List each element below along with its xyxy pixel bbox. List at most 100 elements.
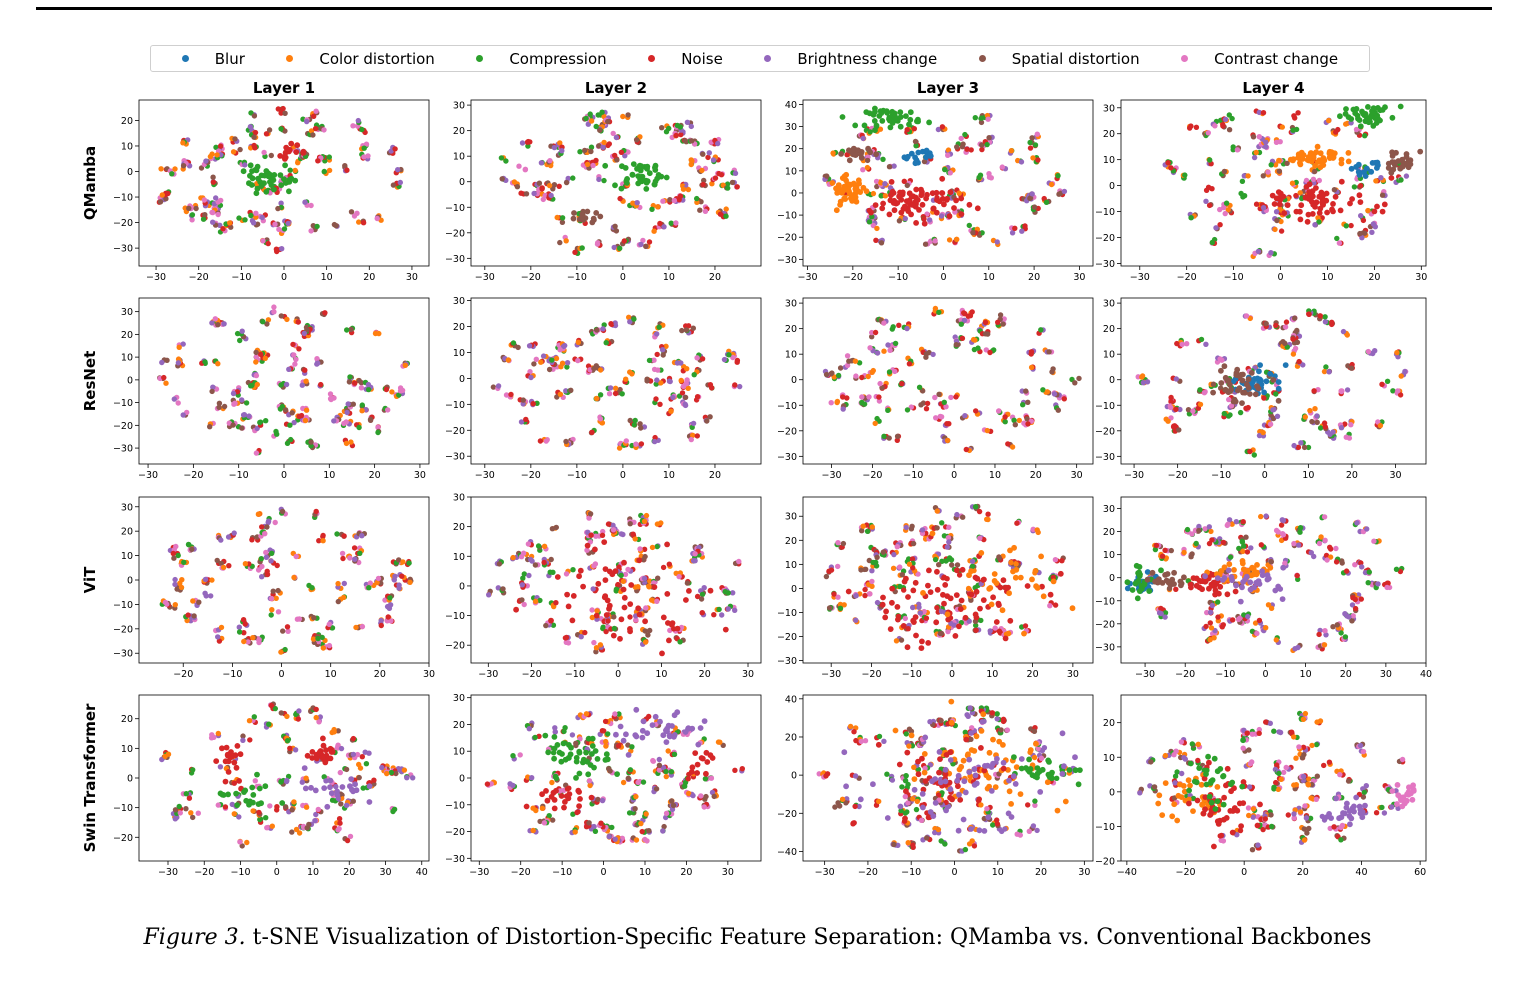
data-point [1221, 363, 1228, 370]
data-point [1362, 133, 1368, 139]
data-point [864, 528, 871, 534]
data-point [1245, 173, 1251, 179]
data-point [1072, 380, 1078, 386]
data-point [1330, 201, 1336, 207]
data-point [638, 441, 645, 447]
legend-item: Blur [181, 50, 245, 68]
data-point [1005, 630, 1012, 637]
data-point [948, 394, 954, 401]
x-tick-label: −30 [798, 272, 818, 283]
data-point [706, 150, 712, 156]
y-tick-label: −30 [113, 244, 133, 255]
y-tick-label: −10 [777, 211, 797, 222]
data-point [877, 380, 883, 387]
data-point [894, 433, 901, 439]
data-point [984, 516, 990, 522]
data-point [882, 181, 888, 187]
data-point [910, 540, 917, 547]
data-point [315, 635, 321, 642]
data-point [1310, 176, 1317, 182]
data-point [946, 237, 953, 243]
data-point [654, 521, 661, 527]
data-point [930, 205, 937, 212]
y-tick-label: 20 [453, 322, 465, 333]
data-point [986, 135, 992, 141]
data-point [654, 543, 660, 550]
y-tick-label: 20 [785, 324, 797, 335]
data-point [360, 220, 367, 226]
data-point [587, 511, 594, 517]
data-point [887, 626, 894, 632]
x-tick-label: −10 [903, 470, 923, 481]
data-point [828, 400, 834, 406]
data-point [852, 358, 859, 364]
data-point [732, 382, 738, 388]
data-point [547, 158, 553, 164]
data-point [602, 566, 609, 572]
y-tick-label: 10 [785, 166, 797, 177]
data-point [523, 416, 529, 423]
y-tick-label: 0 [791, 188, 797, 199]
data-point [637, 546, 643, 552]
data-point [1312, 203, 1318, 210]
data-point [910, 617, 917, 624]
legend-label: Color distortion [319, 49, 435, 68]
data-point [1260, 205, 1267, 211]
data-point [359, 402, 365, 408]
data-point [904, 644, 911, 651]
data-point [190, 598, 196, 604]
data-point [1327, 544, 1333, 550]
data-point [726, 352, 732, 358]
data-point [926, 119, 932, 126]
data-point [1337, 113, 1343, 120]
data-point [878, 110, 885, 116]
x-tick-label: −20 [189, 272, 209, 283]
data-point [278, 182, 285, 189]
data-point [326, 621, 332, 627]
data-point [603, 612, 610, 618]
data-point [712, 175, 719, 181]
data-point [858, 151, 864, 158]
data-point [551, 144, 558, 151]
data-point [891, 163, 897, 169]
data-point [857, 189, 864, 196]
data-point [957, 606, 964, 612]
data-point [872, 420, 878, 427]
data-point [991, 571, 998, 577]
data-point [1360, 217, 1367, 224]
data-point [666, 561, 672, 567]
data-point [1302, 414, 1309, 420]
y-tick-label: 30 [121, 307, 133, 318]
x-tick-label: −30 [822, 470, 842, 481]
data-point [897, 114, 904, 120]
data-point [202, 576, 209, 583]
data-point [333, 223, 339, 229]
data-point [260, 238, 266, 244]
data-point [392, 146, 398, 152]
data-point [1352, 596, 1359, 603]
data-point [288, 175, 295, 182]
data-point [946, 524, 952, 530]
data-point [944, 611, 951, 618]
data-point [347, 374, 353, 380]
data-point [618, 149, 625, 155]
data-point [722, 626, 729, 633]
data-point [648, 597, 655, 603]
y-tick-label: −10 [1095, 207, 1115, 218]
data-point [232, 136, 238, 142]
data-point [275, 106, 281, 112]
data-point [1188, 554, 1194, 560]
data-point [1319, 199, 1326, 206]
data-point [654, 377, 660, 383]
data-point [999, 164, 1005, 170]
data-point [954, 144, 960, 150]
data-point [218, 197, 224, 204]
data-point [709, 181, 715, 187]
data-point [1379, 381, 1385, 387]
data-point [579, 211, 586, 218]
x-tick-label: −20 [522, 669, 542, 680]
data-point [240, 168, 247, 175]
data-point [346, 379, 353, 385]
data-point [649, 544, 656, 551]
